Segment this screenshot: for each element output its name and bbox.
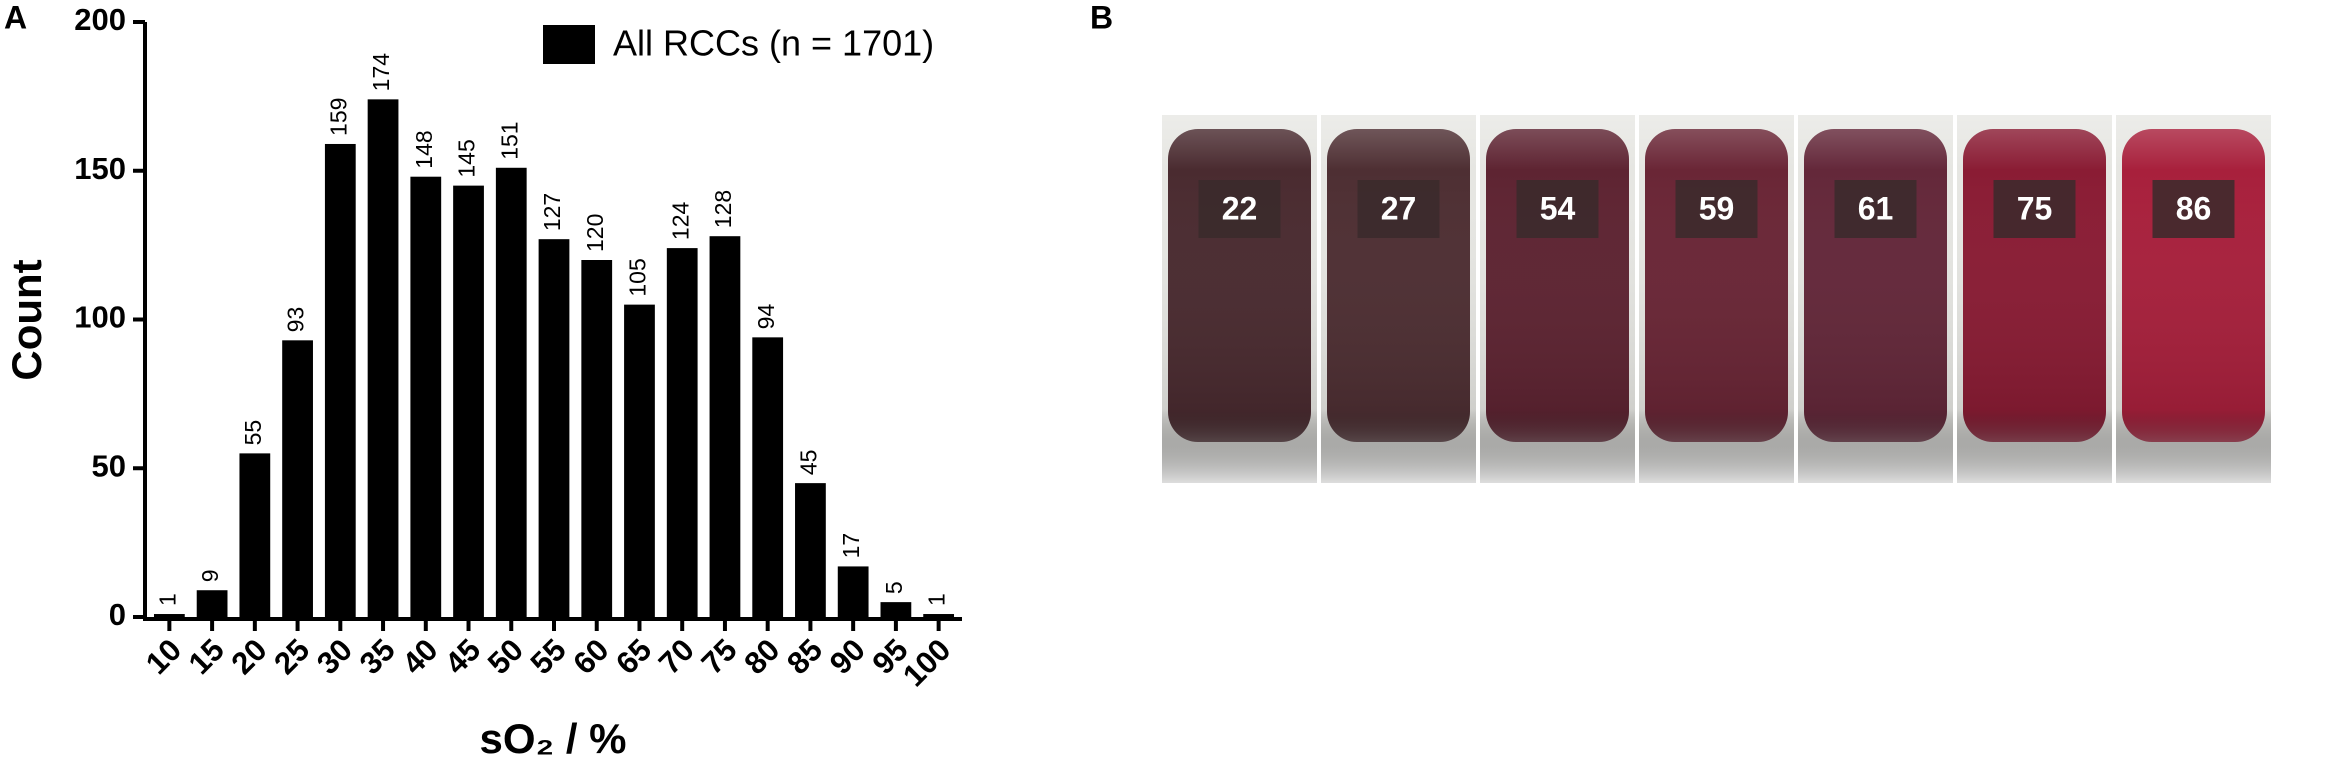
photo-shade [1480,115,1635,483]
value-label: 174 [368,53,394,92]
label-box [1993,180,2076,238]
label-box [2152,180,2235,238]
bar [153,614,185,617]
y-tick-label: 100 [74,300,126,335]
bar [538,239,570,618]
value-label: 5 [881,581,907,594]
label-box [1675,180,1758,238]
value-label: 1 [154,593,180,606]
photo-shade [1162,115,1317,483]
photo: 22 [1162,115,1317,483]
photo: 61 [1798,115,1953,483]
value-label: 94 [753,304,779,330]
panel-label: B [1090,0,1113,35]
photo: 86 [2116,115,2271,483]
bar [324,143,356,617]
y-axis-label: Count [3,259,50,380]
photo: 54 [1480,115,1635,483]
label-box [1357,180,1440,238]
bar [880,602,912,617]
bar [495,167,527,617]
photo-label: 27 [1381,190,1417,226]
photo-label: 75 [2017,190,2053,226]
label-box [1834,180,1917,238]
bar [367,99,399,618]
photo-shade [1639,115,1794,483]
value-label: 17 [838,533,864,559]
value-label: 9 [197,569,223,582]
bar [196,590,228,617]
photo-label: 54 [1540,190,1576,226]
legend-label: All RCCs (n = 1701) [613,23,934,64]
bar [923,614,955,617]
value-label: 145 [454,139,480,177]
value-label: 151 [496,121,522,159]
value-label: 120 [582,214,608,252]
x-tick-label: 100 [896,632,957,693]
bar [666,248,698,617]
y-tick-label: 0 [109,597,126,632]
bar [410,176,442,617]
panel-label: A [4,0,27,35]
value-label: 124 [667,202,693,241]
photo-shade [2116,115,2271,483]
value-label: 159 [325,98,351,136]
bar [239,453,271,617]
value-label: 55 [240,420,266,446]
value-label: 93 [283,307,309,333]
photo: 59 [1639,115,1794,483]
photo-shade [1798,115,1953,483]
value-label: 127 [539,193,565,231]
photo: 75 [1957,115,2112,483]
value-label: 1 [924,593,950,606]
photo-label: 59 [1699,190,1735,226]
bar [795,483,826,617]
bar [453,185,484,617]
x-axis-label: sO₂ / % [479,715,626,762]
photo-shade [1321,115,1476,483]
photo-label: 61 [1858,190,1894,226]
photo: 27 [1321,115,1476,483]
bar [709,236,741,617]
bar [752,337,784,617]
y-tick-label: 50 [92,448,126,483]
value-label: 148 [411,130,437,168]
bar [837,566,869,617]
photo-label: 22 [1222,190,1258,226]
legend-swatch [543,25,595,64]
label-box [1198,180,1281,238]
bar [624,304,655,617]
value-label: 105 [625,258,651,296]
label-box [1516,180,1599,238]
value-label: 45 [795,450,821,476]
photo-label: 86 [2176,190,2212,226]
bar [581,260,613,617]
value-label: 128 [710,190,736,228]
y-tick-label: 150 [74,151,126,186]
photo-shade [1957,115,2112,483]
bar [282,340,313,617]
y-tick-label: 200 [74,2,126,37]
